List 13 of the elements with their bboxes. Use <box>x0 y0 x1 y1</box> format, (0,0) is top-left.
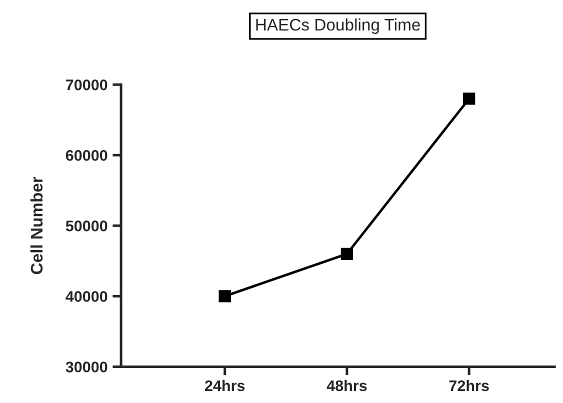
point <box>463 92 476 105</box>
point <box>218 290 231 302</box>
chart-title: HAECs Doubling Time <box>256 18 420 34</box>
x-tick-label: 48hrs <box>326 380 367 392</box>
y-axis-title: Cell Number <box>30 176 43 274</box>
y-tick-label: 40000 <box>66 291 108 302</box>
x-tick-label: 72hrs <box>449 380 489 392</box>
y-tick-label: 50000 <box>66 220 108 232</box>
point <box>340 248 354 260</box>
y-tick-label: 70000 <box>66 80 108 90</box>
x-tick-label: 24hrs <box>204 380 245 392</box>
y-tick-label: 30000 <box>66 362 108 372</box>
y-tick-label: 60000 <box>66 150 108 161</box>
